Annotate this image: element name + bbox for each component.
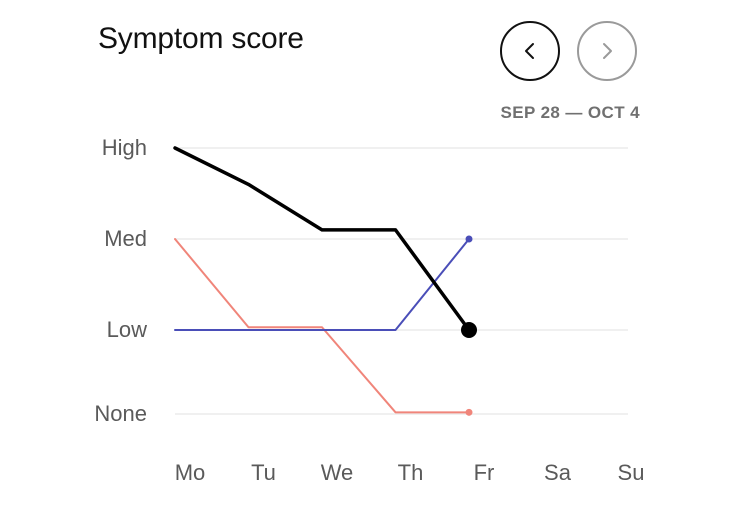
x-tick-label: Sa: [544, 460, 572, 485]
data-point: [465, 408, 473, 416]
y-tick-label: Med: [104, 226, 147, 251]
series-line: [174, 238, 470, 414]
series-line: [174, 238, 470, 331]
chevron-left-icon: [525, 43, 534, 59]
data-point: [461, 322, 477, 338]
page-title: Symptom score: [98, 22, 304, 55]
previous-week-button[interactable]: [500, 21, 560, 81]
x-tick-label: Tu: [251, 460, 276, 485]
chevron-right-icon: [603, 43, 612, 59]
y-tick-label: High: [102, 135, 147, 160]
x-tick-label: Su: [618, 460, 645, 485]
x-tick-label: Th: [398, 460, 424, 485]
series-line: [173, 146, 471, 332]
y-tick-label: Low: [107, 317, 147, 342]
x-tick-label: We: [321, 460, 354, 485]
x-tick-label: Fr: [474, 460, 495, 485]
next-week-button[interactable]: [577, 21, 637, 81]
y-tick-label: None: [94, 401, 147, 426]
data-point: [465, 235, 473, 243]
x-tick-label: Mo: [175, 460, 206, 485]
date-range: SEP 28 — OCT 4: [500, 103, 640, 122]
